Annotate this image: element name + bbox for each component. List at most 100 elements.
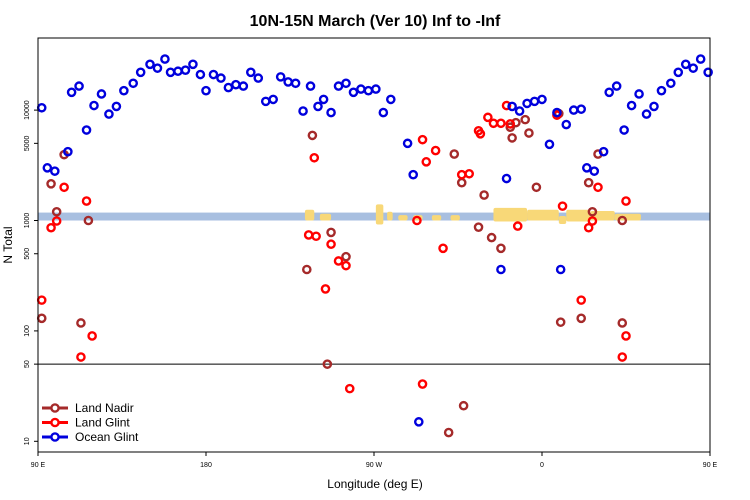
data-point	[290, 78, 301, 89]
data-point	[87, 331, 97, 341]
y-tick-label: 10	[24, 437, 31, 445]
data-point	[486, 232, 497, 243]
data-point	[626, 100, 637, 111]
data-point	[598, 146, 609, 157]
data-point	[81, 196, 92, 206]
data-point	[36, 295, 47, 305]
data-point	[309, 152, 320, 163]
data-point	[66, 87, 77, 98]
data-point	[561, 119, 572, 130]
data-point	[260, 96, 271, 107]
data-point	[216, 73, 226, 83]
data-point	[617, 318, 628, 328]
data-point	[649, 101, 659, 112]
data-point	[128, 78, 138, 89]
data-point	[344, 383, 355, 394]
data-point	[160, 54, 170, 64]
data-point	[621, 196, 631, 206]
data-point	[36, 102, 47, 113]
data-point	[111, 101, 122, 112]
data-point	[165, 67, 176, 78]
data-point	[318, 94, 329, 105]
data-point	[81, 125, 92, 135]
data-point	[576, 295, 587, 305]
data-point	[231, 79, 241, 90]
legend-item: Land Nadir	[42, 401, 134, 415]
data-point	[552, 107, 562, 118]
data-point	[673, 67, 684, 78]
land-blob-2	[375, 204, 384, 225]
data-point	[245, 67, 256, 78]
data-point	[496, 264, 506, 275]
data-point	[333, 81, 344, 91]
legend-swatch-marker	[50, 432, 60, 442]
series-land-glint	[36, 100, 631, 394]
data-point	[589, 166, 600, 176]
data-point	[641, 109, 652, 119]
data-point	[695, 54, 706, 64]
data-point	[42, 163, 53, 173]
data-point	[621, 331, 631, 341]
data-point	[501, 100, 512, 111]
data-point	[568, 105, 579, 115]
data-point	[438, 243, 448, 254]
data-point	[63, 146, 73, 157]
data-point	[496, 243, 506, 254]
land-blob-4	[398, 215, 408, 221]
data-point	[555, 317, 566, 327]
data-point	[180, 65, 191, 75]
data-point	[195, 69, 206, 80]
data-point	[145, 59, 155, 70]
data-point	[666, 78, 676, 89]
data-point	[119, 85, 129, 96]
plot-frame	[37, 37, 711, 453]
data-point	[507, 133, 517, 143]
data-point	[488, 118, 499, 129]
x-axis-label: Longitude (deg E)	[327, 477, 422, 491]
land-blob-3	[387, 211, 393, 221]
land-blob-10	[558, 215, 567, 224]
y-tick-label: 1000	[24, 213, 31, 229]
data-point	[378, 107, 389, 118]
data-point	[253, 73, 264, 83]
data-point	[555, 264, 566, 275]
data-point	[50, 166, 60, 176]
data-point	[479, 190, 489, 200]
data-point	[371, 84, 381, 94]
data-point	[587, 206, 598, 217]
data-point	[348, 87, 359, 98]
data-point	[531, 182, 542, 193]
data-point	[74, 81, 84, 91]
legend-label: Land Glint	[75, 416, 130, 430]
data-point	[223, 82, 234, 93]
data-point	[76, 318, 86, 328]
data-point	[514, 106, 525, 116]
land-blob-13	[614, 213, 641, 221]
data-point	[333, 256, 344, 266]
series-ocean-glint	[36, 54, 713, 427]
series-land-nadir	[36, 108, 628, 438]
data-point	[313, 101, 323, 112]
legend-swatch-marker	[50, 417, 60, 428]
land-blob-0	[304, 209, 315, 221]
data-point	[46, 222, 56, 233]
data-point	[688, 63, 699, 73]
data-point	[322, 359, 333, 369]
data-point	[305, 81, 316, 91]
y-tick-label: 50	[24, 360, 31, 368]
data-point	[656, 85, 667, 96]
data-point	[537, 94, 547, 105]
data-point	[307, 130, 318, 141]
data-point	[51, 206, 62, 217]
data-point	[83, 215, 94, 226]
data-point	[505, 122, 516, 133]
data-point	[298, 106, 308, 116]
data-point	[208, 69, 219, 80]
data-point	[36, 313, 47, 324]
y-axis: 10 50 100 500 1000 5000 10000	[24, 100, 38, 445]
data-point	[430, 145, 441, 156]
y-tick-label: 100	[24, 325, 31, 337]
data-point	[303, 230, 314, 240]
data-point	[473, 222, 484, 232]
